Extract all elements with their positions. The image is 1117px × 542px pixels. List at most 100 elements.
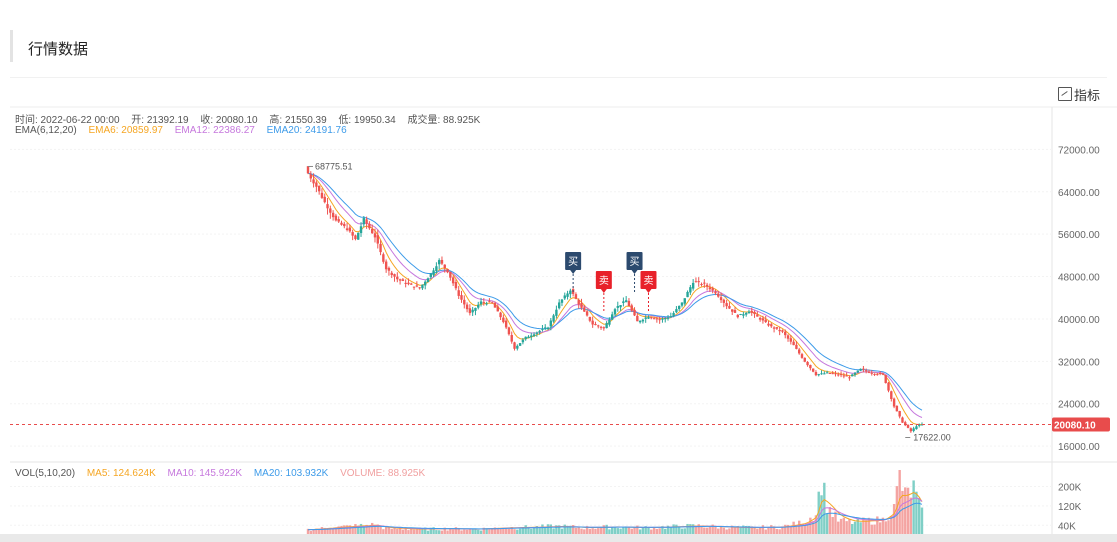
volume-bar [477, 529, 480, 535]
candle-body [728, 305, 731, 309]
volume-bar [552, 528, 555, 535]
candle-body [608, 319, 611, 325]
volume-bar [683, 528, 686, 535]
candle-body [652, 318, 656, 320]
volume-bar [705, 527, 709, 535]
candle-body [474, 307, 477, 311]
candle-body [393, 274, 396, 277]
candle-body [404, 282, 407, 284]
volume-bar [326, 528, 329, 535]
candle-body [424, 281, 427, 286]
candle-body [527, 336, 530, 339]
candle-body [477, 304, 480, 308]
candle-body [410, 283, 413, 285]
volume-bar [772, 526, 776, 535]
indicator-button[interactable]: 指标 [1058, 86, 1100, 103]
volume-bar [736, 525, 739, 535]
candle-body [401, 279, 405, 281]
volume-bar [633, 526, 636, 535]
candle-body [518, 343, 522, 346]
volume-bar [560, 528, 564, 535]
candle-body [502, 317, 505, 323]
volume-bar [390, 528, 393, 535]
volume-bar [443, 527, 446, 535]
candle-body [516, 345, 519, 349]
volume-bar [792, 521, 795, 535]
page-title: 行情数据 [28, 41, 89, 58]
volume-bar [340, 525, 343, 535]
volume-bar [479, 530, 483, 535]
vol-ma5-legend: MA5: 124.624K [86, 468, 156, 479]
volume-bar [691, 524, 695, 535]
volume-bar [675, 524, 678, 535]
candle-body [714, 291, 717, 294]
volume-bar [599, 527, 603, 535]
candle-body [541, 328, 544, 330]
candle-body [912, 428, 915, 431]
candle-body [744, 313, 748, 315]
volume-bar [382, 529, 385, 535]
candle-body [811, 368, 815, 372]
candle-body [856, 370, 860, 373]
volume-bar [488, 529, 491, 535]
volume-bar [309, 531, 312, 535]
volume-bar [591, 528, 594, 535]
info-time: 时间: 2022-06-22 00:00 [15, 115, 120, 126]
volume-bar [611, 527, 614, 535]
candle-body [605, 323, 608, 329]
candle-body [778, 329, 781, 332]
volume-bar [549, 524, 553, 535]
volume-bar [379, 526, 382, 535]
price-tick-label: 16000.00 [1058, 442, 1100, 453]
volume-bar [795, 525, 798, 535]
candle-body [831, 373, 834, 375]
candle-body [532, 334, 536, 336]
candle-body [711, 288, 714, 291]
volume-bar [892, 504, 896, 535]
volume-bar [493, 527, 497, 535]
candle-body [348, 227, 352, 232]
volume-bar [435, 530, 438, 535]
volume-tick-label: 120K [1058, 502, 1082, 513]
volume-bar [689, 524, 692, 535]
volume-bar [412, 529, 416, 535]
candle-body [887, 382, 890, 391]
candle-body [703, 282, 706, 284]
volume-bar [580, 528, 583, 535]
vol-volume-legend: VOLUME: 88.925K [340, 468, 426, 479]
volume-bar [376, 524, 379, 535]
volume-bar [789, 526, 793, 535]
volume-bar [839, 518, 843, 535]
volume-bar [728, 528, 731, 535]
volume-bar [602, 525, 606, 535]
volume-bar [546, 524, 550, 535]
candle-body [884, 375, 887, 384]
volume-bar [901, 490, 904, 535]
candle-body [627, 300, 631, 307]
volume-bar [733, 527, 737, 535]
vol-ma10-legend: MA10: 145.922K [167, 468, 243, 479]
volume-bar [449, 528, 452, 535]
candle-body [786, 335, 790, 339]
volume-bar [630, 528, 633, 535]
volume-bar [848, 519, 851, 535]
candle-body [873, 373, 876, 375]
volume-bar [708, 526, 712, 535]
candle-body [465, 304, 469, 310]
volume-bar [471, 528, 474, 535]
candle-body [309, 174, 312, 179]
buy-marker [565, 252, 582, 270]
volume-bar [876, 516, 879, 535]
volume-bar [504, 528, 508, 535]
volume-bar [814, 515, 818, 535]
candle-body [825, 372, 829, 374]
candle-body [312, 179, 315, 184]
volume-bar [496, 527, 499, 535]
volume-bar [775, 529, 779, 535]
volume-bar [672, 524, 675, 535]
candle-body [775, 327, 779, 329]
volume-bar [747, 525, 751, 535]
horizontal-scrollbar[interactable] [0, 534, 1117, 542]
candle-body [357, 232, 360, 240]
